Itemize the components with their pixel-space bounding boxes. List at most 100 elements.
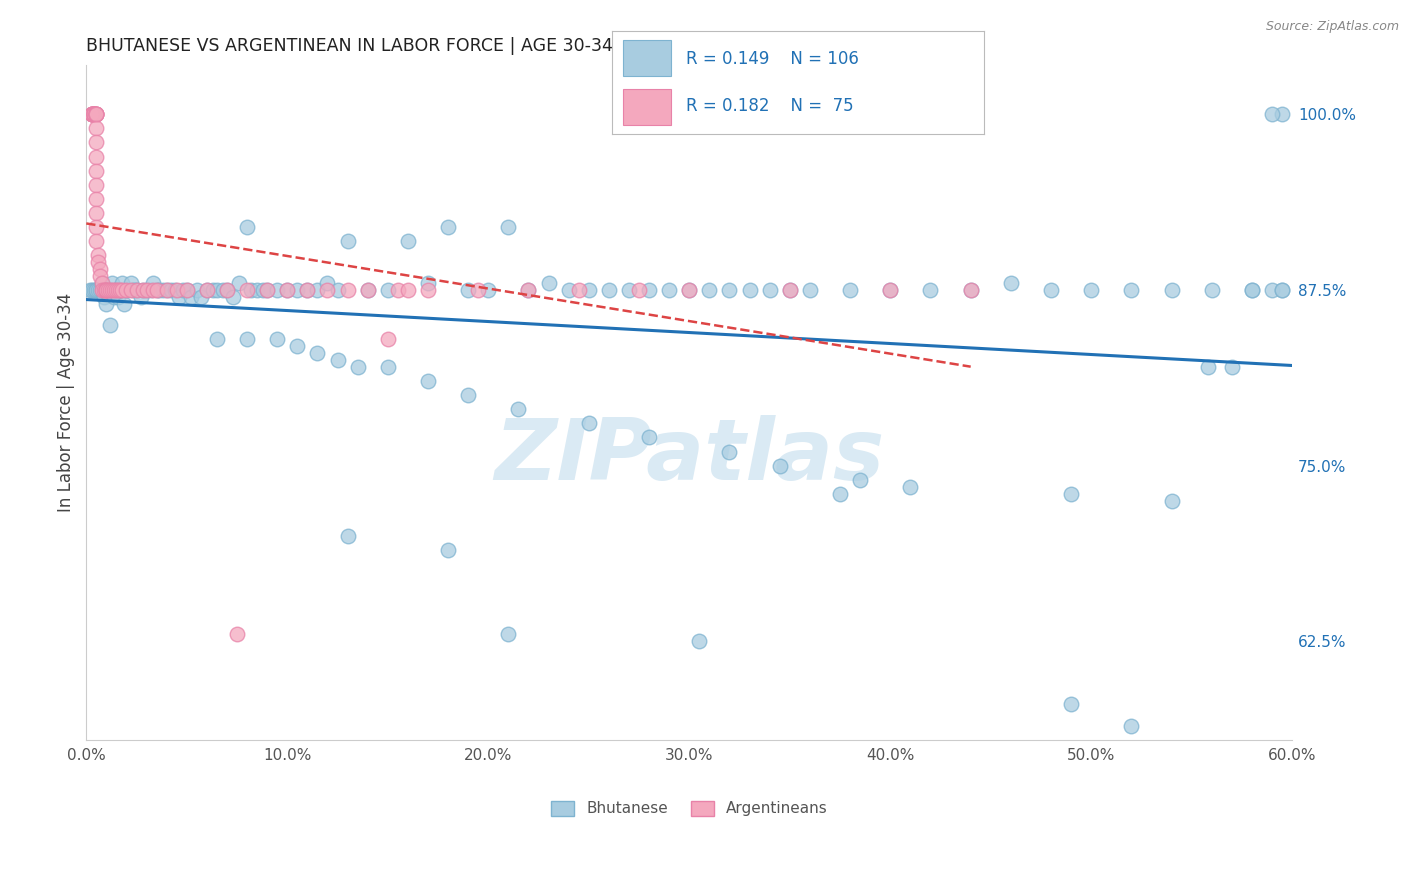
Point: [638, 430, 661, 444]
Point: [96, 297, 118, 311]
Point: [101, 276, 124, 290]
Point: [96, 283, 118, 297]
Point: [215, 283, 238, 297]
Point: [236, 219, 259, 234]
Point: [396, 234, 419, 248]
Point: [195, 283, 218, 297]
Point: [1160, 283, 1182, 297]
Text: Source: ZipAtlas.com: Source: ZipAtlas.com: [1265, 20, 1399, 33]
Point: [316, 276, 339, 290]
Point: [82, 107, 104, 121]
Point: [1121, 283, 1143, 297]
Point: [920, 283, 942, 297]
Point: [100, 283, 122, 297]
Point: [1201, 283, 1223, 297]
Point: [959, 283, 981, 297]
Point: [131, 283, 153, 297]
Point: [91, 276, 114, 290]
Point: [1160, 493, 1182, 508]
Point: [1241, 283, 1264, 297]
Point: [307, 346, 329, 360]
Point: [416, 374, 439, 388]
Point: [498, 627, 520, 641]
Point: [125, 283, 148, 297]
Point: [828, 486, 851, 500]
Point: [226, 627, 249, 641]
Legend: Bhutanese, Argentineans: Bhutanese, Argentineans: [546, 795, 834, 822]
Point: [799, 283, 821, 297]
Point: [346, 360, 368, 375]
Point: [91, 283, 114, 297]
Point: [86, 149, 108, 163]
Point: [477, 283, 499, 297]
Point: [82, 107, 104, 121]
Point: [145, 283, 167, 297]
Point: [190, 290, 212, 304]
Point: [900, 480, 922, 494]
Point: [87, 248, 110, 262]
Point: [307, 283, 329, 297]
Point: [205, 332, 228, 346]
Point: [142, 276, 165, 290]
Point: [1197, 360, 1219, 375]
Point: [87, 255, 110, 269]
Point: [537, 276, 560, 290]
Point: [508, 402, 530, 417]
Point: [738, 283, 761, 297]
Point: [779, 283, 801, 297]
Point: [416, 283, 439, 297]
Point: [285, 339, 308, 353]
Point: [86, 283, 108, 297]
Point: [336, 283, 359, 297]
Point: [83, 107, 105, 121]
Point: [83, 107, 105, 121]
Point: [115, 283, 138, 297]
Point: [336, 529, 359, 543]
Point: [222, 290, 245, 304]
Point: [110, 283, 132, 297]
Point: [156, 283, 179, 297]
Point: [212, 283, 235, 297]
Point: [148, 283, 170, 297]
Point: [246, 283, 269, 297]
Point: [557, 283, 579, 297]
Point: [769, 458, 792, 473]
Point: [86, 107, 108, 121]
Point: [377, 332, 399, 346]
Point: [96, 283, 118, 297]
Point: [1241, 283, 1264, 297]
Point: [578, 417, 600, 431]
Point: [176, 283, 198, 297]
Point: [110, 283, 132, 297]
Point: [236, 283, 259, 297]
Point: [517, 283, 540, 297]
Point: [166, 283, 188, 297]
Point: [82, 107, 104, 121]
Point: [86, 178, 108, 192]
Point: [91, 283, 114, 297]
Point: [89, 283, 111, 297]
Point: [688, 634, 710, 648]
Point: [457, 388, 479, 402]
Point: [83, 107, 105, 121]
Point: [83, 107, 105, 121]
Point: [387, 283, 409, 297]
Point: [240, 283, 263, 297]
Point: [849, 473, 872, 487]
Point: [699, 283, 721, 297]
Point: [236, 332, 259, 346]
Point: [159, 283, 181, 297]
Point: [152, 283, 174, 297]
Point: [86, 136, 108, 150]
Point: [336, 234, 359, 248]
Point: [129, 290, 152, 304]
Point: [758, 283, 780, 297]
Point: [416, 276, 439, 290]
Point: [167, 290, 190, 304]
Point: [97, 283, 120, 297]
Point: [1271, 107, 1294, 121]
Point: [82, 283, 104, 297]
Point: [1080, 283, 1102, 297]
Y-axis label: In Labor Force | Age 30-34: In Labor Force | Age 30-34: [58, 293, 75, 512]
Point: [89, 268, 111, 283]
